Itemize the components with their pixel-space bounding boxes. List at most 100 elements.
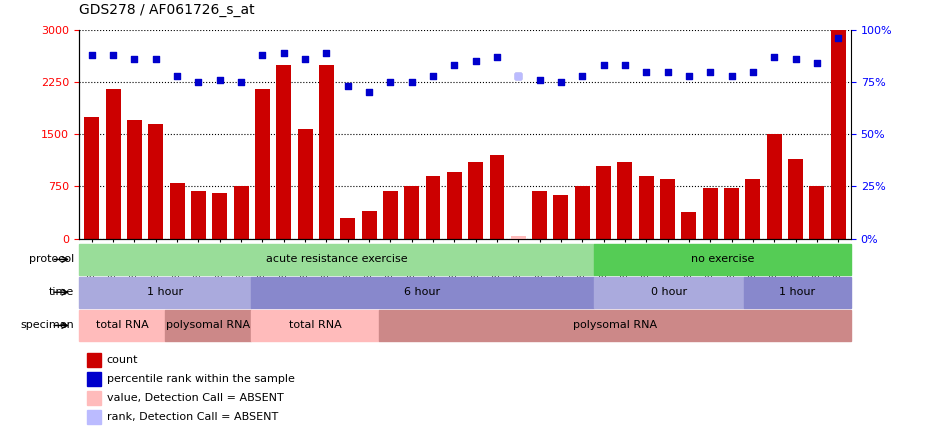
- Point: [212, 77, 227, 83]
- Point: [553, 78, 568, 85]
- Text: total RNA: total RNA: [96, 320, 148, 331]
- Bar: [86, 410, 100, 424]
- Bar: [830, 30, 845, 239]
- Point: [426, 72, 441, 79]
- Point: [682, 72, 697, 79]
- Bar: [79, 244, 593, 275]
- Bar: [766, 134, 781, 239]
- Bar: [618, 162, 632, 239]
- Point: [639, 68, 654, 75]
- Bar: [553, 196, 568, 239]
- Point: [511, 72, 525, 79]
- Point: [809, 60, 824, 66]
- Point: [106, 52, 121, 58]
- Bar: [593, 277, 744, 308]
- Text: count: count: [107, 355, 139, 365]
- Text: polysomal RNA: polysomal RNA: [573, 320, 658, 331]
- Point: [766, 54, 781, 60]
- Bar: [191, 191, 206, 239]
- Bar: [575, 187, 590, 239]
- Bar: [660, 179, 675, 239]
- Bar: [298, 129, 312, 239]
- Bar: [85, 117, 100, 239]
- Point: [724, 72, 739, 79]
- Point: [191, 78, 206, 85]
- Text: protocol: protocol: [29, 254, 74, 265]
- Bar: [319, 65, 334, 239]
- Point: [511, 72, 525, 79]
- Point: [660, 68, 675, 75]
- Bar: [362, 211, 377, 239]
- Point: [746, 68, 761, 75]
- Point: [830, 35, 845, 42]
- Bar: [127, 120, 142, 239]
- Bar: [682, 212, 697, 239]
- Bar: [426, 176, 441, 239]
- Bar: [379, 310, 851, 341]
- Bar: [788, 158, 803, 239]
- Point: [618, 62, 632, 69]
- Point: [405, 78, 419, 85]
- Point: [85, 52, 100, 58]
- Bar: [468, 162, 483, 239]
- Point: [127, 56, 142, 63]
- Bar: [212, 193, 227, 239]
- Bar: [250, 277, 593, 308]
- Point: [788, 56, 803, 63]
- Bar: [79, 277, 250, 308]
- Text: acute resistance exercise: acute resistance exercise: [266, 254, 407, 265]
- Point: [489, 54, 504, 60]
- Point: [169, 72, 184, 79]
- Bar: [340, 218, 355, 239]
- Bar: [169, 183, 184, 239]
- Text: specimen: specimen: [20, 320, 74, 331]
- Bar: [86, 353, 100, 367]
- Bar: [250, 310, 379, 341]
- Point: [340, 83, 355, 89]
- Point: [447, 62, 462, 69]
- Point: [468, 58, 483, 64]
- Bar: [255, 89, 270, 239]
- Bar: [511, 236, 525, 239]
- Text: time: time: [49, 287, 74, 297]
- Point: [149, 56, 164, 63]
- Bar: [703, 188, 718, 239]
- Text: no exercise: no exercise: [691, 254, 754, 265]
- Bar: [532, 191, 547, 239]
- Text: 6 hour: 6 hour: [404, 287, 440, 297]
- Bar: [149, 124, 164, 239]
- Bar: [383, 191, 398, 239]
- Point: [383, 78, 398, 85]
- Bar: [639, 176, 654, 239]
- Text: 1 hour: 1 hour: [779, 287, 816, 297]
- Bar: [593, 244, 851, 275]
- Text: 1 hour: 1 hour: [147, 287, 183, 297]
- Text: percentile rank within the sample: percentile rank within the sample: [107, 374, 295, 384]
- Text: rank, Detection Call = ABSENT: rank, Detection Call = ABSENT: [107, 412, 278, 422]
- Text: total RNA: total RNA: [288, 320, 341, 331]
- Bar: [744, 277, 851, 308]
- Bar: [447, 173, 462, 239]
- Text: value, Detection Call = ABSENT: value, Detection Call = ABSENT: [107, 393, 284, 403]
- Bar: [724, 188, 739, 239]
- Text: GDS278 / AF061726_s_at: GDS278 / AF061726_s_at: [79, 3, 255, 17]
- Text: 0 hour: 0 hour: [651, 287, 686, 297]
- Bar: [165, 310, 250, 341]
- Bar: [746, 179, 761, 239]
- Bar: [79, 310, 165, 341]
- Bar: [596, 165, 611, 239]
- Point: [596, 62, 611, 69]
- Point: [703, 68, 718, 75]
- Text: polysomal RNA: polysomal RNA: [166, 320, 250, 331]
- Point: [298, 56, 312, 63]
- Bar: [106, 89, 121, 239]
- Bar: [511, 236, 525, 239]
- Point: [319, 49, 334, 56]
- Point: [532, 77, 547, 83]
- Point: [233, 78, 248, 85]
- Point: [276, 49, 291, 56]
- Point: [255, 52, 270, 58]
- Bar: [276, 65, 291, 239]
- Point: [575, 72, 590, 79]
- Bar: [809, 186, 824, 239]
